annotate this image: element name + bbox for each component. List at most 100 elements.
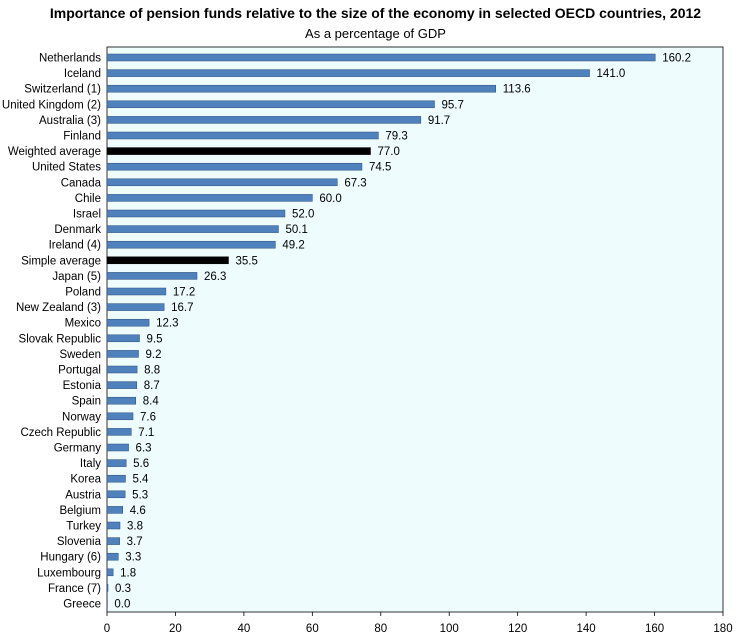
value-label: 79.3 — [385, 131, 407, 143]
bar-israel — [106, 209, 286, 218]
bar-weighted-average — [106, 147, 371, 155]
value-label: 3.8 — [127, 521, 143, 533]
value-label: 7.1 — [138, 427, 154, 439]
x-tick-label: 140 — [577, 623, 596, 634]
x-tick-label: 20 — [169, 623, 182, 634]
category-label: Slovak Republic — [19, 333, 102, 345]
category-label: Austria — [65, 489, 101, 501]
category-label: Netherlands — [39, 53, 101, 65]
category-label: Poland — [65, 287, 101, 299]
value-label: 5.6 — [133, 458, 149, 470]
bar-finland — [106, 131, 379, 140]
value-label: 17.2 — [173, 287, 195, 299]
value-label: 141.0 — [597, 68, 626, 80]
category-label: Canada — [61, 177, 102, 189]
bar-italy — [106, 459, 127, 467]
bar-netherlands — [106, 53, 656, 62]
category-label: United States — [32, 162, 101, 174]
value-label: 3.3 — [125, 552, 141, 564]
value-label: 91.7 — [428, 115, 450, 127]
category-label: Norway — [62, 411, 101, 423]
value-label: 35.5 — [235, 255, 257, 267]
x-tick-label: 100 — [440, 623, 459, 634]
category-label: Korea — [70, 474, 101, 486]
category-label: Australia (3) — [39, 115, 101, 127]
bar-spain — [106, 396, 136, 405]
bar-new-zealand-3 — [106, 303, 165, 311]
value-label: 1.8 — [120, 567, 136, 579]
category-label: Chile — [75, 193, 101, 205]
bar-france-7 — [106, 584, 109, 592]
category-label: Sweden — [59, 349, 101, 361]
bar-iceland — [106, 69, 590, 77]
category-label: Turkey — [66, 521, 101, 533]
bar-poland — [106, 287, 167, 296]
bar-norway — [106, 412, 134, 421]
category-label: Belgium — [59, 505, 101, 517]
value-label: 16.7 — [171, 302, 193, 314]
bar-switzerland-1 — [106, 84, 497, 93]
category-label: Ireland (4) — [49, 240, 102, 252]
bar-czech-republic — [106, 428, 132, 436]
bars-group — [106, 53, 656, 608]
value-label: 26.3 — [204, 271, 226, 283]
x-tick-label: 60 — [306, 623, 319, 634]
bar-united-kingdom-2 — [106, 100, 435, 109]
value-label: 9.2 — [145, 349, 161, 361]
bar-sweden — [106, 350, 139, 358]
category-label: Italy — [80, 458, 101, 470]
x-tick-label: 180 — [713, 623, 732, 634]
value-label: 12.3 — [156, 318, 178, 330]
bar-slovak-republic — [106, 334, 140, 343]
bar-austria — [106, 490, 126, 499]
category-label: Denmark — [54, 224, 101, 236]
category-label: Iceland — [64, 68, 101, 80]
bar-germany — [106, 443, 129, 452]
bar-canada — [106, 178, 338, 187]
x-tick-label: 40 — [237, 623, 250, 634]
category-label: Czech Republic — [20, 427, 101, 439]
value-label: 67.3 — [344, 177, 366, 189]
category-label: Luxembourg — [37, 567, 101, 579]
category-label: Germany — [54, 443, 102, 455]
bar-denmark — [106, 225, 279, 233]
value-label: 6.3 — [136, 443, 152, 455]
category-label: Weighted average — [8, 146, 101, 158]
category-label: Greece — [63, 599, 101, 611]
x-tick-label: 160 — [645, 623, 664, 634]
value-label: 8.7 — [144, 380, 160, 392]
chart-title: Importance of pension funds relative to … — [49, 5, 702, 21]
chart-subtitle: As a percentage of GDP — [305, 26, 446, 41]
value-label: 8.4 — [143, 396, 160, 408]
bar-united-states — [106, 162, 363, 171]
x-axis: 0 20 40 60 80 100 120 140 160 180 — [104, 612, 733, 634]
bar-chile — [106, 194, 313, 202]
bar-japan-5 — [106, 272, 198, 280]
bar-korea — [106, 474, 126, 483]
value-label: 95.7 — [442, 99, 464, 111]
category-label: United Kingdom (2) — [2, 99, 101, 111]
bar-luxembourg — [106, 568, 114, 577]
value-label: 3.7 — [127, 536, 143, 548]
value-label: 5.4 — [132, 474, 149, 486]
category-label: Japan (5) — [52, 271, 101, 283]
category-label: Switzerland (1) — [24, 84, 101, 96]
bar-slovenia — [106, 537, 120, 545]
x-tick-label: 80 — [374, 623, 387, 634]
value-label: 113.6 — [503, 84, 531, 96]
value-label: 8.8 — [144, 365, 160, 377]
bar-mexico — [106, 318, 150, 327]
category-label: Estonia — [63, 380, 102, 392]
category-label: Israel — [73, 209, 101, 221]
value-label: 77.0 — [378, 146, 400, 158]
category-label: Finland — [63, 131, 101, 143]
value-label: 5.3 — [132, 489, 148, 501]
category-label: Mexico — [65, 318, 101, 330]
category-labels-group: Netherlands Iceland Switzerland (1) United … — [2, 53, 102, 611]
category-label: Slovenia — [57, 536, 102, 548]
bar-portugal — [106, 365, 138, 374]
value-labels-group: 160.2141.0113.695.791.779.377.074.567.36… — [114, 53, 691, 611]
value-label: 160.2 — [662, 53, 691, 65]
category-label: Portugal — [58, 365, 101, 377]
